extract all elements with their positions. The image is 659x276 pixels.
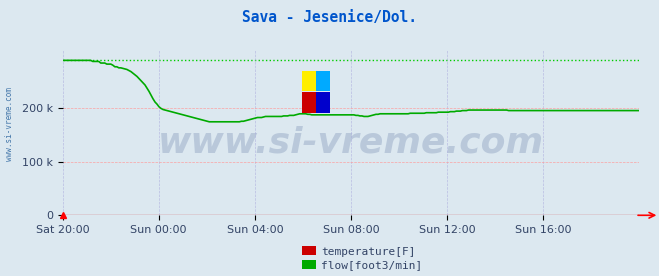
Text: Sava - Jesenice/Dol.: Sava - Jesenice/Dol. — [242, 10, 417, 25]
Text: www.si-vreme.com: www.si-vreme.com — [158, 125, 544, 160]
FancyBboxPatch shape — [302, 92, 316, 113]
Text: www.si-vreme.com: www.si-vreme.com — [5, 87, 14, 161]
FancyBboxPatch shape — [316, 71, 330, 91]
FancyBboxPatch shape — [302, 71, 316, 91]
Legend: temperature[F], flow[foot3/min]: temperature[F], flow[foot3/min] — [302, 246, 422, 270]
FancyBboxPatch shape — [316, 92, 330, 113]
